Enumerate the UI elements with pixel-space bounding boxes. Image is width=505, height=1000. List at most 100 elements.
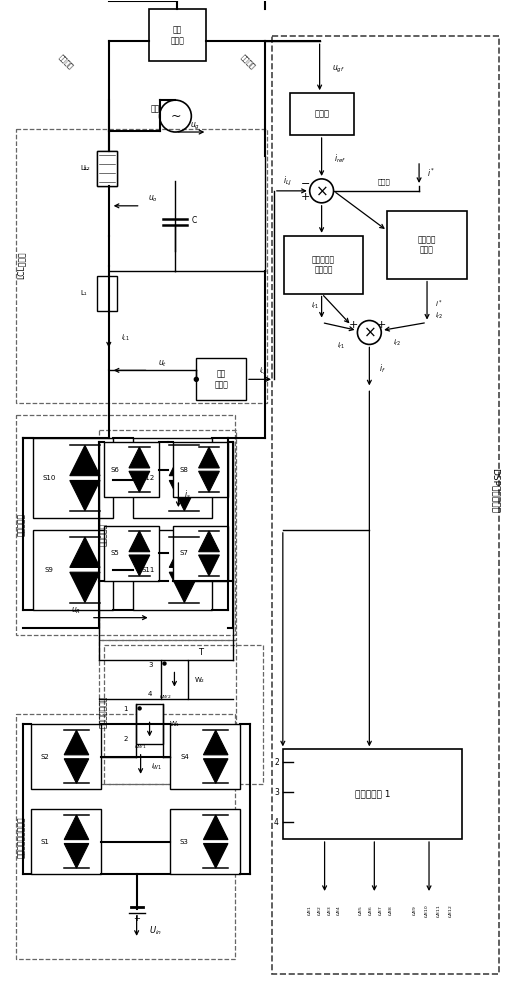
Bar (104, 645, 263, 784)
Bar (33, 438, 113, 518)
Text: 高频隔离变压器: 高频隔离变压器 (99, 695, 108, 728)
Text: $u_g$: $u_g$ (190, 120, 200, 132)
Text: $i_{W1}$: $i_{W1}$ (150, 762, 162, 772)
Polygon shape (70, 480, 100, 511)
Text: $u_R$: $u_R$ (71, 605, 81, 616)
Text: 电压
传感器: 电压 传感器 (171, 26, 184, 45)
Circle shape (194, 377, 198, 381)
Bar (387, 211, 467, 279)
Text: ~: ~ (170, 110, 181, 123)
Bar (171, 809, 240, 874)
Bar (31, 724, 101, 789)
Polygon shape (70, 572, 100, 603)
Bar (99, 640, 236, 784)
Text: $u_{gf}$: $u_{gf}$ (332, 64, 344, 75)
Polygon shape (204, 759, 228, 783)
Bar (16, 415, 235, 635)
Polygon shape (70, 445, 100, 476)
Text: L₁: L₁ (80, 290, 87, 296)
Bar (196, 358, 246, 400)
Polygon shape (64, 759, 89, 783)
Polygon shape (129, 555, 150, 576)
Text: S11: S11 (142, 567, 155, 573)
Text: $u_{S11}$: $u_{S11}$ (435, 904, 443, 918)
Text: $U_{in}$: $U_{in}$ (148, 925, 162, 937)
Text: 3: 3 (274, 788, 279, 797)
Text: −: − (301, 179, 311, 189)
Circle shape (163, 662, 166, 665)
Polygon shape (169, 572, 199, 603)
Text: $u_{S3}$: $u_{S3}$ (326, 905, 333, 916)
Text: 并网电流
调节器: 并网电流 调节器 (418, 235, 436, 254)
Bar (136, 704, 164, 744)
Bar (31, 809, 101, 874)
Polygon shape (64, 815, 89, 840)
Text: $\times$: $\times$ (315, 183, 328, 198)
Bar (284, 236, 364, 294)
Text: $u_{S6}$: $u_{S6}$ (368, 905, 375, 916)
Text: $u_{S5}$: $u_{S5}$ (358, 905, 365, 916)
Polygon shape (204, 730, 228, 755)
Text: $u_{S7}$: $u_{S7}$ (377, 905, 385, 916)
Text: +: + (349, 320, 358, 330)
Text: 占空比丢失
计算模块: 占空比丢失 计算模块 (312, 255, 335, 274)
Text: 电网: 电网 (151, 105, 160, 114)
Polygon shape (64, 843, 89, 868)
Text: S1: S1 (41, 839, 49, 845)
Text: L₂: L₂ (83, 165, 90, 171)
Text: 2: 2 (123, 736, 128, 742)
Polygon shape (129, 531, 150, 552)
Text: 信号调理器 1: 信号调理器 1 (355, 790, 390, 799)
Text: $i_{r1}$: $i_{r1}$ (312, 300, 320, 311)
Polygon shape (204, 843, 228, 868)
Text: $i_f$: $i_f$ (379, 362, 386, 375)
Text: W₂: W₂ (194, 676, 204, 682)
Text: 3: 3 (148, 662, 153, 668)
Text: 电网零线: 电网零线 (240, 53, 257, 70)
Text: $u_{W2}$: $u_{W2}$ (159, 694, 172, 701)
Text: $i_{r1}$: $i_{r1}$ (337, 340, 346, 351)
Text: $i^*$: $i^*$ (427, 167, 435, 179)
Bar (133, 438, 212, 518)
Polygon shape (169, 445, 199, 476)
Text: S10: S10 (42, 475, 56, 481)
Text: S8: S8 (180, 467, 189, 473)
Text: 4: 4 (148, 691, 153, 697)
Text: $\times$: $\times$ (363, 325, 376, 340)
Bar (283, 749, 462, 839)
Text: $u_{S10}$: $u_{S10}$ (423, 904, 431, 918)
Circle shape (138, 707, 141, 710)
Text: +: + (133, 914, 140, 923)
Bar (161, 660, 188, 699)
Polygon shape (198, 447, 219, 468)
Bar (148, 9, 206, 61)
Bar (16, 129, 267, 403)
Text: $u_o$: $u_o$ (147, 194, 158, 204)
Text: 1: 1 (123, 706, 128, 712)
Text: W₁: W₁ (170, 721, 179, 727)
Bar (33, 530, 113, 610)
Polygon shape (204, 815, 228, 840)
Bar (133, 530, 212, 610)
Text: S2: S2 (41, 754, 49, 760)
Text: $u_{S9}$: $u_{S9}$ (411, 905, 419, 916)
Text: 工频逆变器: 工频逆变器 (17, 513, 26, 536)
Text: $u_{S4}$: $u_{S4}$ (335, 905, 343, 916)
Text: C: C (191, 216, 196, 225)
Text: $u_t$: $u_t$ (158, 358, 167, 369)
Bar (97, 276, 117, 311)
Polygon shape (169, 537, 199, 567)
Text: $u_{S1}$: $u_{S1}$ (306, 905, 314, 916)
Text: T: T (198, 648, 203, 657)
Text: $i_{LJ}$: $i_{LJ}$ (282, 175, 291, 188)
Text: 电网火线: 电网火线 (58, 53, 74, 70)
Polygon shape (129, 471, 150, 492)
Text: $i_{L1}$: $i_{L1}$ (121, 332, 130, 343)
Text: $u_{W1}$: $u_{W1}$ (134, 743, 147, 751)
Bar (290, 93, 355, 135)
Text: 2: 2 (274, 758, 279, 767)
Polygon shape (198, 471, 219, 492)
Text: S5: S5 (111, 550, 119, 556)
Bar (104, 442, 159, 497)
Polygon shape (70, 537, 100, 567)
